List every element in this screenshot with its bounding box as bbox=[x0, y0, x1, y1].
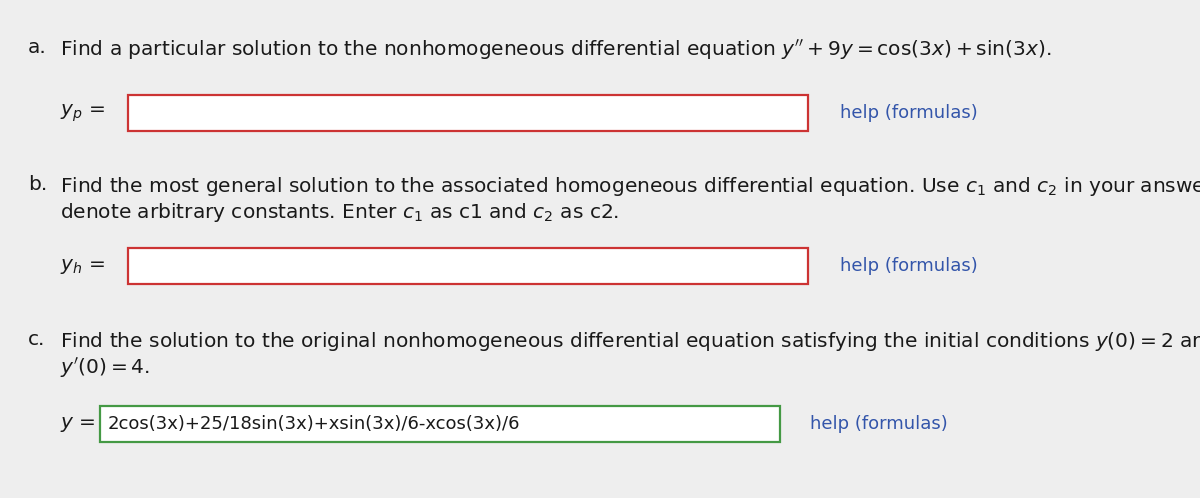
Text: Find the most general solution to the associated homogeneous differential equati: Find the most general solution to the as… bbox=[60, 175, 1200, 198]
Text: c.: c. bbox=[28, 330, 46, 349]
Text: help (formulas): help (formulas) bbox=[810, 415, 948, 433]
FancyBboxPatch shape bbox=[128, 248, 808, 284]
Text: $y_p$ =: $y_p$ = bbox=[60, 102, 106, 124]
Text: help (formulas): help (formulas) bbox=[840, 257, 978, 275]
Text: $y$ =: $y$ = bbox=[60, 414, 96, 433]
Text: help (formulas): help (formulas) bbox=[840, 104, 978, 122]
Text: a.: a. bbox=[28, 38, 47, 57]
Text: Find a particular solution to the nonhomogeneous differential equation $y'' + 9y: Find a particular solution to the nonhom… bbox=[60, 38, 1051, 62]
Text: denote arbitrary constants. Enter $c_1$ as c1 and $c_2$ as c2.: denote arbitrary constants. Enter $c_1$ … bbox=[60, 201, 619, 224]
Text: b.: b. bbox=[28, 175, 47, 194]
Text: Find the solution to the original nonhomogeneous differential equation satisfyin: Find the solution to the original nonhom… bbox=[60, 330, 1200, 353]
Text: $y'(0) = 4$.: $y'(0) = 4$. bbox=[60, 356, 150, 380]
FancyBboxPatch shape bbox=[100, 406, 780, 442]
Text: $y_h$ =: $y_h$ = bbox=[60, 256, 106, 275]
Text: 2cos(3x)+25/18sin(3x)+xsin(3x)/6-xcos(3x)/6: 2cos(3x)+25/18sin(3x)+xsin(3x)/6-xcos(3x… bbox=[108, 415, 521, 433]
FancyBboxPatch shape bbox=[128, 95, 808, 131]
